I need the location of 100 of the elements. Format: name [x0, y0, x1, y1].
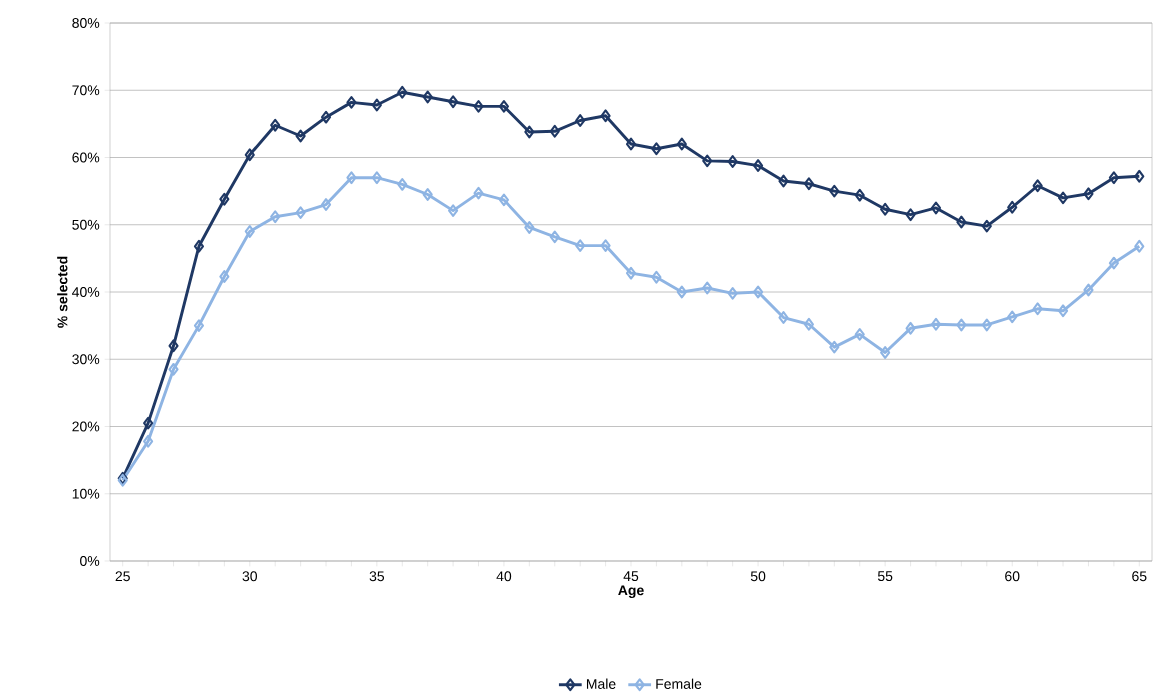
point — [702, 281, 713, 295]
point — [397, 178, 408, 191]
point — [803, 317, 814, 331]
point — [448, 204, 459, 218]
point — [1083, 187, 1094, 201]
point — [956, 318, 967, 332]
legend-label: Female — [656, 678, 702, 689]
point — [371, 171, 382, 185]
point — [854, 327, 865, 341]
point — [219, 192, 230, 206]
point — [143, 434, 154, 448]
point — [346, 171, 357, 185]
point — [1057, 191, 1069, 205]
point — [1108, 256, 1119, 270]
point — [320, 110, 332, 124]
point — [651, 142, 662, 156]
point — [168, 339, 179, 353]
point — [549, 124, 560, 138]
point — [702, 154, 713, 168]
point — [854, 188, 865, 202]
point — [473, 186, 484, 200]
point — [371, 98, 382, 112]
point — [829, 184, 840, 198]
y-tick-label: 70% — [72, 85, 100, 96]
x-tick-label: 45 — [623, 571, 639, 582]
x-tick-label: 60 — [1005, 571, 1020, 582]
point — [295, 206, 306, 220]
point — [930, 317, 942, 331]
y-tick-label: 10% — [72, 488, 100, 499]
point — [625, 266, 637, 280]
point — [1032, 179, 1043, 193]
x-tick-label: 50 — [750, 571, 766, 582]
x-tick-label: 40 — [496, 571, 512, 582]
point — [778, 311, 789, 324]
x-tick-label: 25 — [115, 571, 130, 582]
point — [1083, 283, 1094, 297]
point — [244, 225, 255, 238]
point — [676, 285, 687, 299]
point — [753, 285, 764, 299]
point — [295, 129, 306, 143]
point — [397, 85, 408, 99]
point — [1007, 200, 1018, 214]
point — [168, 362, 179, 376]
x-tick-label: 35 — [369, 571, 385, 582]
point — [320, 198, 332, 211]
point — [1032, 302, 1043, 316]
y-tick-label: 80% — [72, 18, 100, 28]
y-tick-label: 0% — [80, 556, 100, 566]
point — [219, 270, 230, 283]
point — [1134, 169, 1145, 183]
point — [727, 286, 738, 300]
point — [930, 201, 942, 215]
point — [1108, 171, 1119, 185]
point — [270, 118, 281, 132]
point — [270, 210, 281, 224]
y-tick-label: 30% — [72, 354, 100, 365]
point — [625, 137, 637, 151]
point — [981, 219, 992, 233]
legend-label: Male — [586, 678, 616, 689]
point — [600, 239, 611, 253]
point — [956, 215, 967, 229]
x-tick-label: 30 — [242, 571, 258, 582]
point — [473, 99, 484, 113]
point — [193, 239, 205, 253]
point — [422, 90, 433, 104]
point — [498, 193, 509, 207]
point — [1057, 304, 1069, 318]
x-axis-title: Age — [618, 585, 644, 599]
y-tick-label: 50% — [72, 219, 100, 230]
point — [524, 221, 535, 234]
point — [905, 321, 916, 335]
point — [803, 177, 814, 191]
point — [422, 188, 433, 201]
point — [448, 95, 459, 109]
y-axis-title: % selected — [57, 256, 68, 328]
point — [600, 109, 611, 123]
point — [575, 239, 586, 253]
point — [549, 230, 560, 244]
x-tick-label: 55 — [877, 571, 893, 582]
point — [143, 416, 154, 430]
y-tick-label: 20% — [72, 421, 100, 432]
point — [1134, 239, 1145, 253]
point — [346, 95, 357, 109]
point — [193, 319, 205, 333]
y-tick-label: 60% — [72, 152, 100, 163]
point — [880, 346, 891, 359]
point — [778, 174, 789, 188]
y-tick-label: 40% — [72, 287, 100, 297]
point — [244, 148, 255, 162]
point — [753, 159, 764, 172]
point — [1007, 310, 1018, 324]
point — [905, 208, 916, 222]
x-tick-label: 65 — [1132, 571, 1147, 582]
point — [829, 340, 840, 354]
point — [880, 202, 891, 216]
point — [498, 99, 509, 113]
point — [981, 318, 992, 332]
point — [651, 270, 662, 284]
point — [575, 114, 586, 127]
point — [727, 155, 738, 168]
